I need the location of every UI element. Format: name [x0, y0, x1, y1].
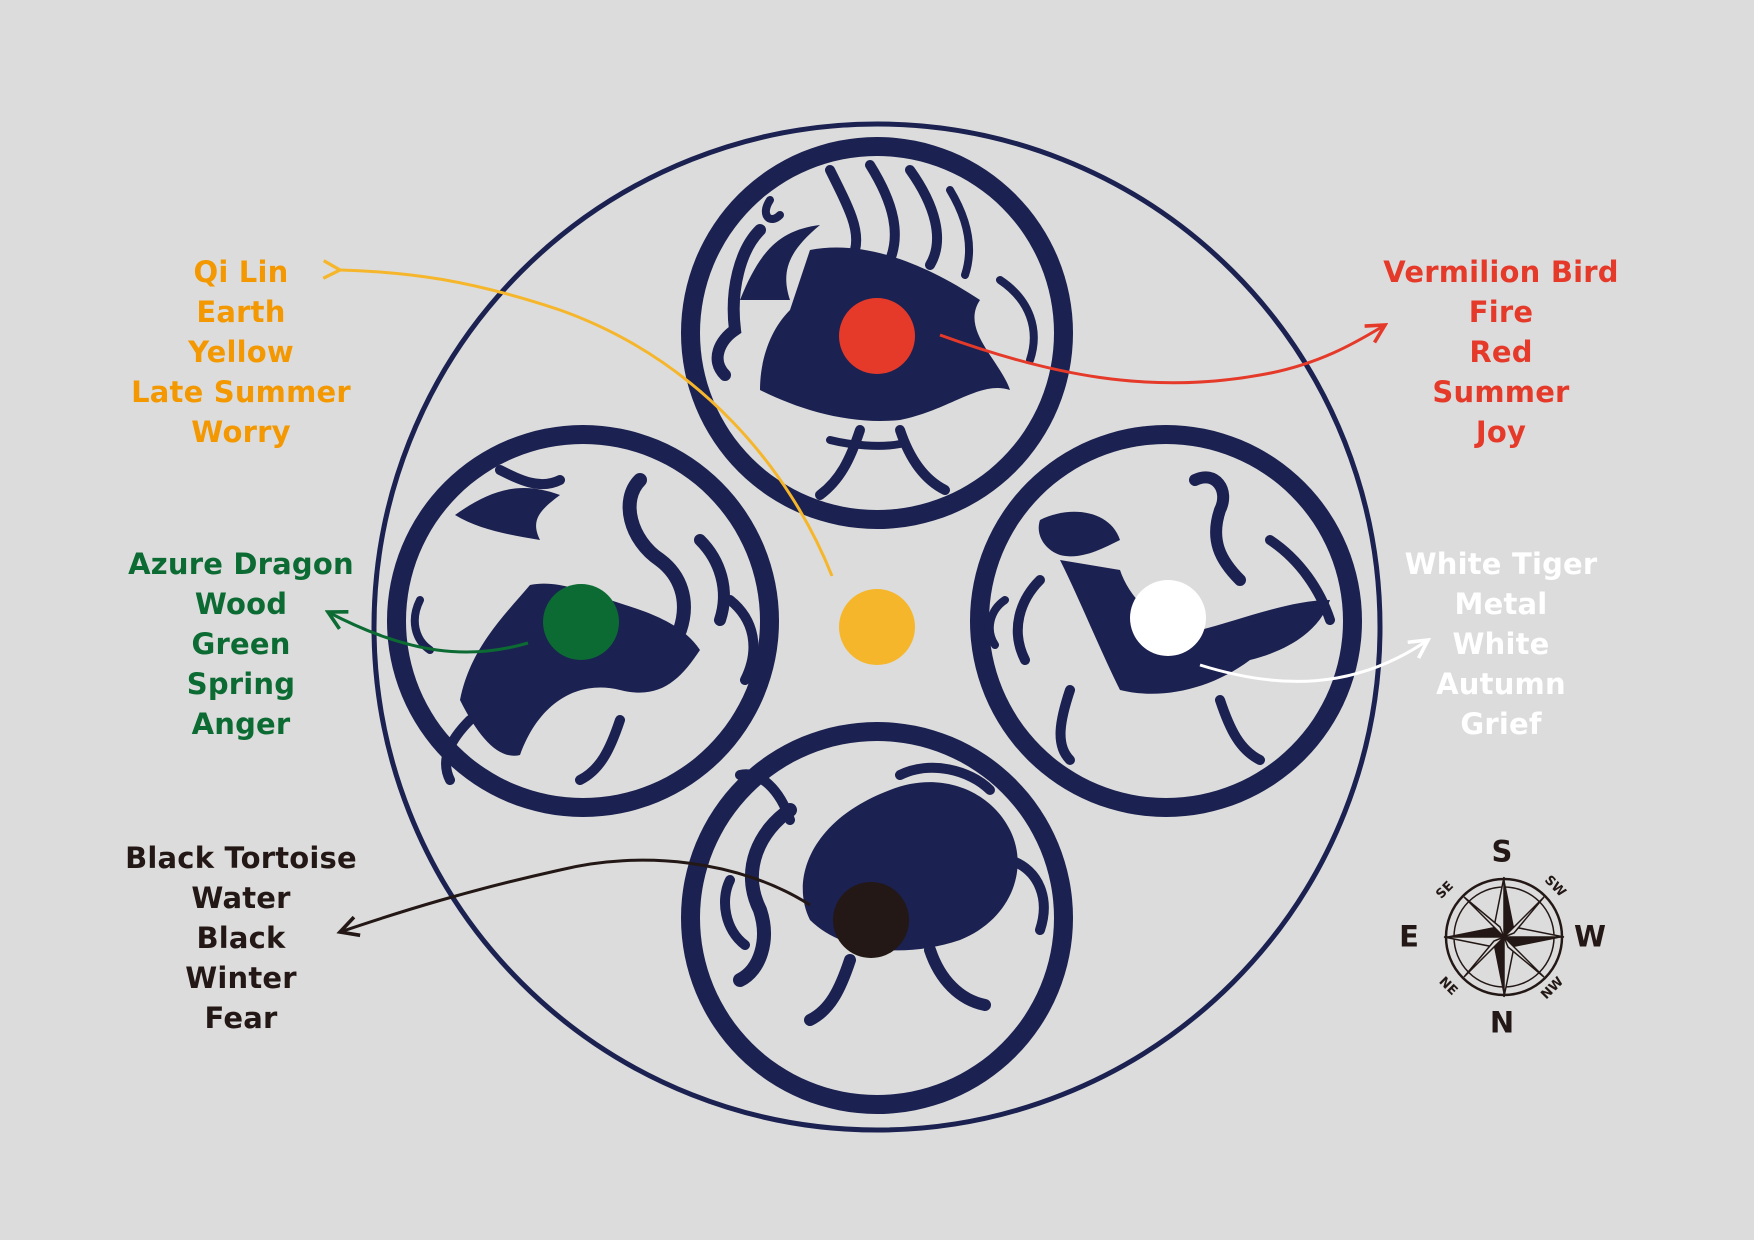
- tortoise-label-line: Water: [191, 881, 291, 915]
- bird-label-line: Vermilion Bird: [1383, 255, 1619, 289]
- water-arrow: [340, 858, 811, 932]
- fire-dot: [839, 298, 915, 374]
- bird-label-line: Summer: [1432, 375, 1570, 409]
- dragon-label-line: Wood: [194, 587, 288, 621]
- compass-north: N: [1489, 1005, 1515, 1040]
- white-tiger-icon: [985, 471, 1335, 765]
- azure-dragon-icon: [410, 465, 759, 785]
- dragon-label-line: Green: [191, 627, 291, 661]
- wood-dot: [543, 584, 619, 660]
- bird-label-line: Red: [1469, 335, 1533, 369]
- tiger-label-line: White: [1452, 627, 1550, 661]
- vermilion-bird-label: Vermilion Bird Fire Red Summer Joy: [1351, 252, 1651, 452]
- tortoise-label-line: Black: [196, 921, 286, 955]
- tiger-label-line: White Tiger: [1404, 547, 1598, 581]
- qilin-label-line: Earth: [196, 295, 286, 329]
- qilin-label-line: Late Summer: [131, 375, 351, 409]
- earth-arrow: [340, 270, 834, 577]
- earth-dot: [839, 589, 915, 665]
- bird-label-line: Joy: [1475, 415, 1527, 449]
- qilin-label: Qi Lin Earth Yellow Late Summer Worry: [91, 252, 391, 452]
- dragon-label-line: Anger: [191, 707, 291, 741]
- qilin-label-line: Yellow: [188, 335, 294, 369]
- compass-west: W: [1574, 919, 1606, 954]
- tortoise-label-line: Fear: [204, 1001, 278, 1035]
- fire-arrow: [939, 325, 1385, 385]
- dragon-label-line: Azure Dragon: [128, 547, 354, 581]
- compass-south: S: [1491, 834, 1513, 869]
- metal-dot: [1130, 580, 1206, 656]
- compass-east: E: [1399, 919, 1419, 954]
- dragon-label-line: Spring: [186, 667, 296, 701]
- tortoise-label-line: Winter: [185, 961, 297, 995]
- metal-arrow: [1199, 640, 1428, 683]
- water-dot: [833, 882, 909, 958]
- white-tiger-label: White Tiger Metal White Autumn Grief: [1351, 544, 1651, 744]
- tiger-label-line: Grief: [1460, 707, 1542, 741]
- tortoise-label-line: Black Tortoise: [125, 841, 357, 875]
- black-tortoise-label: Black Tortoise Water Black Winter Fear: [91, 838, 391, 1038]
- wood-arrow: [328, 612, 529, 654]
- azure-dragon-label: Azure Dragon Wood Green Spring Anger: [91, 544, 391, 744]
- tiger-label-line: Autumn: [1436, 667, 1566, 701]
- bird-label-line: Fire: [1468, 295, 1534, 329]
- qilin-label-line: Qi Lin: [193, 255, 289, 289]
- tiger-label-line: Metal: [1454, 587, 1548, 621]
- qilin-label-line: Worry: [191, 415, 291, 449]
- compass-rose-icon: [1443, 876, 1565, 998]
